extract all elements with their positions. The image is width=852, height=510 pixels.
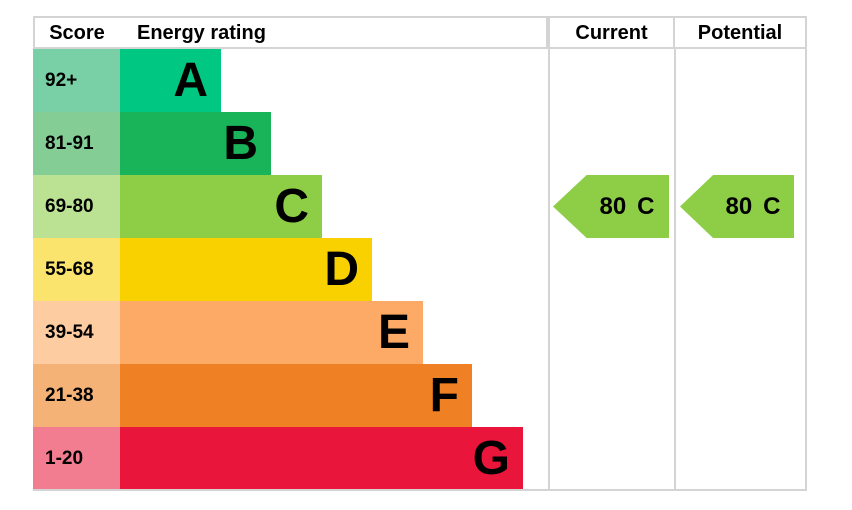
- band-score-range-e: 39-54: [33, 301, 120, 364]
- column-divider-potential-right: [805, 48, 807, 490]
- column-header-current: Current: [548, 16, 675, 49]
- column-divider-current-left: [548, 48, 550, 490]
- band-row-c: 69-80 C: [33, 175, 807, 238]
- band-rows: 92+ A 81-91 B 69-80 C 55-68 D 39-54 E 21-38 F 1-20 G: [33, 49, 807, 490]
- potential-rating-arrow: 80 C: [680, 175, 794, 238]
- band-score-range-d: 55-68: [33, 238, 120, 301]
- band-row-b: 81-91 B: [33, 112, 807, 175]
- table-bottom-border: [33, 489, 807, 491]
- band-bar-c: C: [120, 175, 322, 238]
- band-letter-g: G: [472, 431, 510, 485]
- band-bar-g: G: [120, 427, 523, 490]
- potential-rating-letter: C: [763, 192, 781, 220]
- band-letter-f: F: [429, 368, 459, 422]
- column-header-energy-rating: Energy rating: [119, 16, 548, 49]
- band-score-range-f: 21-38: [33, 364, 120, 427]
- band-row-g: 1-20 G: [33, 427, 807, 490]
- current-rating-letter: C: [637, 192, 655, 220]
- band-bar-a: A: [120, 49, 221, 112]
- column-header-potential: Potential: [675, 16, 807, 49]
- band-letter-d: D: [324, 242, 359, 296]
- band-score-range-g: 1-20: [33, 427, 120, 490]
- current-rating-value: 80: [599, 192, 627, 220]
- band-row-a: 92+ A: [33, 49, 807, 112]
- column-divider-potential-left: [674, 48, 676, 490]
- band-bar-f: F: [120, 364, 472, 427]
- band-row-d: 55-68 D: [33, 238, 807, 301]
- band-score-range-a: 92+: [33, 49, 120, 112]
- column-header-score: Score: [33, 16, 121, 49]
- current-rating-arrow: 80 C: [553, 175, 669, 238]
- band-letter-b: B: [223, 116, 258, 170]
- band-score-range-b: 81-91: [33, 112, 120, 175]
- band-bar-d: D: [120, 238, 372, 301]
- band-letter-a: A: [173, 53, 208, 107]
- band-letter-e: E: [377, 305, 410, 359]
- band-bar-e: E: [120, 301, 423, 364]
- band-score-range-c: 69-80: [33, 175, 120, 238]
- band-bar-b: B: [120, 112, 271, 175]
- band-row-f: 21-38 F: [33, 364, 807, 427]
- potential-rating-value: 80: [725, 192, 753, 220]
- band-row-e: 39-54 E: [33, 301, 807, 364]
- band-letter-c: C: [274, 179, 309, 233]
